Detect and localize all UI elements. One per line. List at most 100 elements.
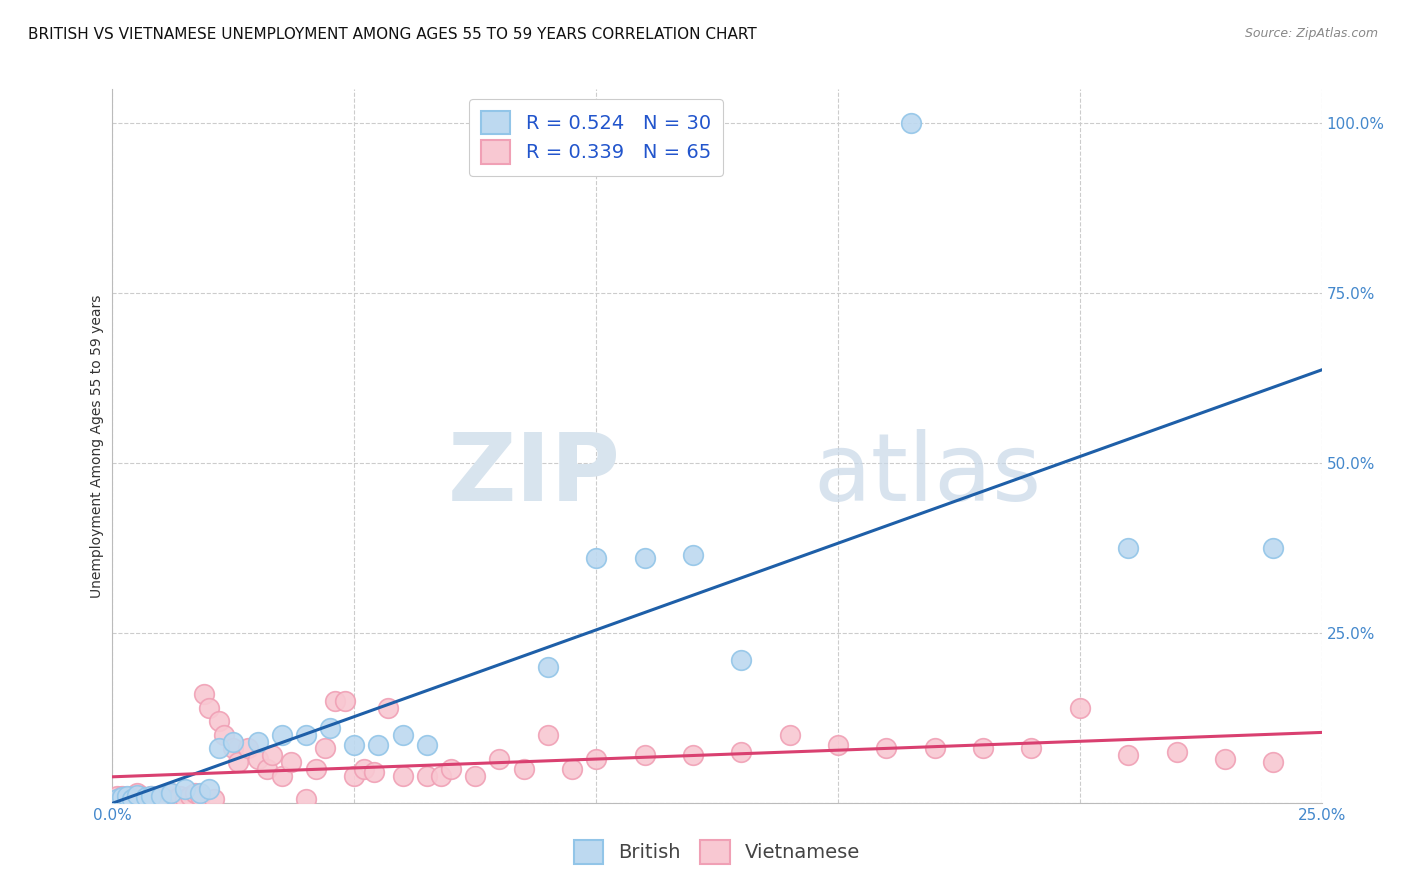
Point (131, 789, 153, 803)
Point (111, 790, 134, 805)
Point (585, 551, 607, 566)
Point (464, 769, 486, 783)
Point (416, 769, 439, 783)
Point (208, 714, 231, 729)
Point (145, 792, 167, 806)
Point (924, 741, 946, 756)
Point (115, 789, 138, 803)
Point (1166, 745, 1188, 759)
Point (314, 741, 336, 756)
Point (488, 751, 510, 765)
Point (900, 116, 922, 130)
Point (159, 786, 181, 800)
Point (125, 786, 148, 800)
Point (105, 792, 128, 806)
Point (295, 792, 318, 806)
Point (121, 792, 143, 806)
Text: BRITISH VS VIETNAMESE UNEMPLOYMENT AMONG AGES 55 TO 59 YEARS CORRELATION CHART: BRITISH VS VIETNAMESE UNEMPLOYMENT AMONG… (28, 27, 756, 42)
Point (121, 789, 143, 803)
Point (115, 792, 138, 806)
Point (222, 734, 245, 748)
Point (208, 741, 231, 756)
Point (174, 792, 197, 806)
Point (149, 789, 172, 803)
Point (246, 734, 269, 748)
Point (333, 694, 356, 708)
Point (236, 741, 259, 756)
Point (343, 738, 366, 752)
Point (1069, 700, 1091, 714)
Point (367, 738, 389, 752)
Point (169, 789, 191, 803)
Y-axis label: Unemployment Among Ages 55 to 59 years: Unemployment Among Ages 55 to 59 years (90, 294, 104, 598)
Point (391, 728, 413, 742)
Legend: British, Vietnamese: British, Vietnamese (567, 832, 868, 871)
Point (202, 792, 225, 806)
Point (430, 769, 453, 783)
Text: ZIP: ZIP (447, 428, 620, 521)
Point (537, 660, 560, 674)
Point (270, 728, 292, 742)
Point (246, 751, 269, 765)
Point (416, 738, 439, 752)
Point (304, 762, 326, 776)
Point (105, 789, 128, 803)
Point (512, 762, 534, 776)
Point (391, 769, 413, 783)
Point (1263, 755, 1285, 769)
Point (1263, 541, 1285, 555)
Point (159, 786, 181, 800)
Point (141, 789, 163, 803)
Point (174, 782, 197, 797)
Point (633, 551, 655, 566)
Point (135, 790, 157, 805)
Point (730, 745, 752, 759)
Point (1213, 751, 1236, 765)
Point (149, 789, 172, 803)
Point (295, 728, 318, 742)
Point (440, 762, 463, 776)
Point (319, 721, 342, 735)
Point (585, 751, 607, 765)
Point (323, 694, 346, 708)
Point (226, 755, 249, 769)
Point (363, 765, 385, 780)
Point (682, 548, 704, 562)
Point (188, 789, 211, 803)
Point (1116, 748, 1139, 763)
Point (633, 748, 655, 763)
Point (262, 748, 284, 763)
Point (343, 769, 366, 783)
Point (353, 762, 375, 776)
Point (135, 790, 157, 805)
Point (270, 769, 292, 783)
Point (779, 728, 801, 742)
Point (212, 728, 235, 742)
Point (183, 786, 205, 800)
Point (188, 786, 211, 800)
Point (561, 762, 583, 776)
Point (125, 792, 148, 806)
Point (972, 741, 994, 756)
Point (682, 748, 704, 763)
Point (1116, 541, 1139, 555)
Point (165, 792, 187, 806)
Text: atlas: atlas (814, 428, 1042, 521)
Point (111, 789, 134, 803)
Point (537, 728, 560, 742)
Point (256, 762, 278, 776)
Point (827, 738, 849, 752)
Point (125, 788, 148, 802)
Point (198, 782, 221, 797)
Text: Source: ZipAtlas.com: Source: ZipAtlas.com (1244, 27, 1378, 40)
Point (875, 741, 897, 756)
Point (1021, 741, 1043, 756)
Point (179, 789, 201, 803)
Point (222, 741, 245, 756)
Point (193, 687, 215, 701)
Point (377, 700, 399, 714)
Point (155, 792, 177, 806)
Point (198, 700, 221, 714)
Point (280, 755, 302, 769)
Point (730, 653, 752, 667)
